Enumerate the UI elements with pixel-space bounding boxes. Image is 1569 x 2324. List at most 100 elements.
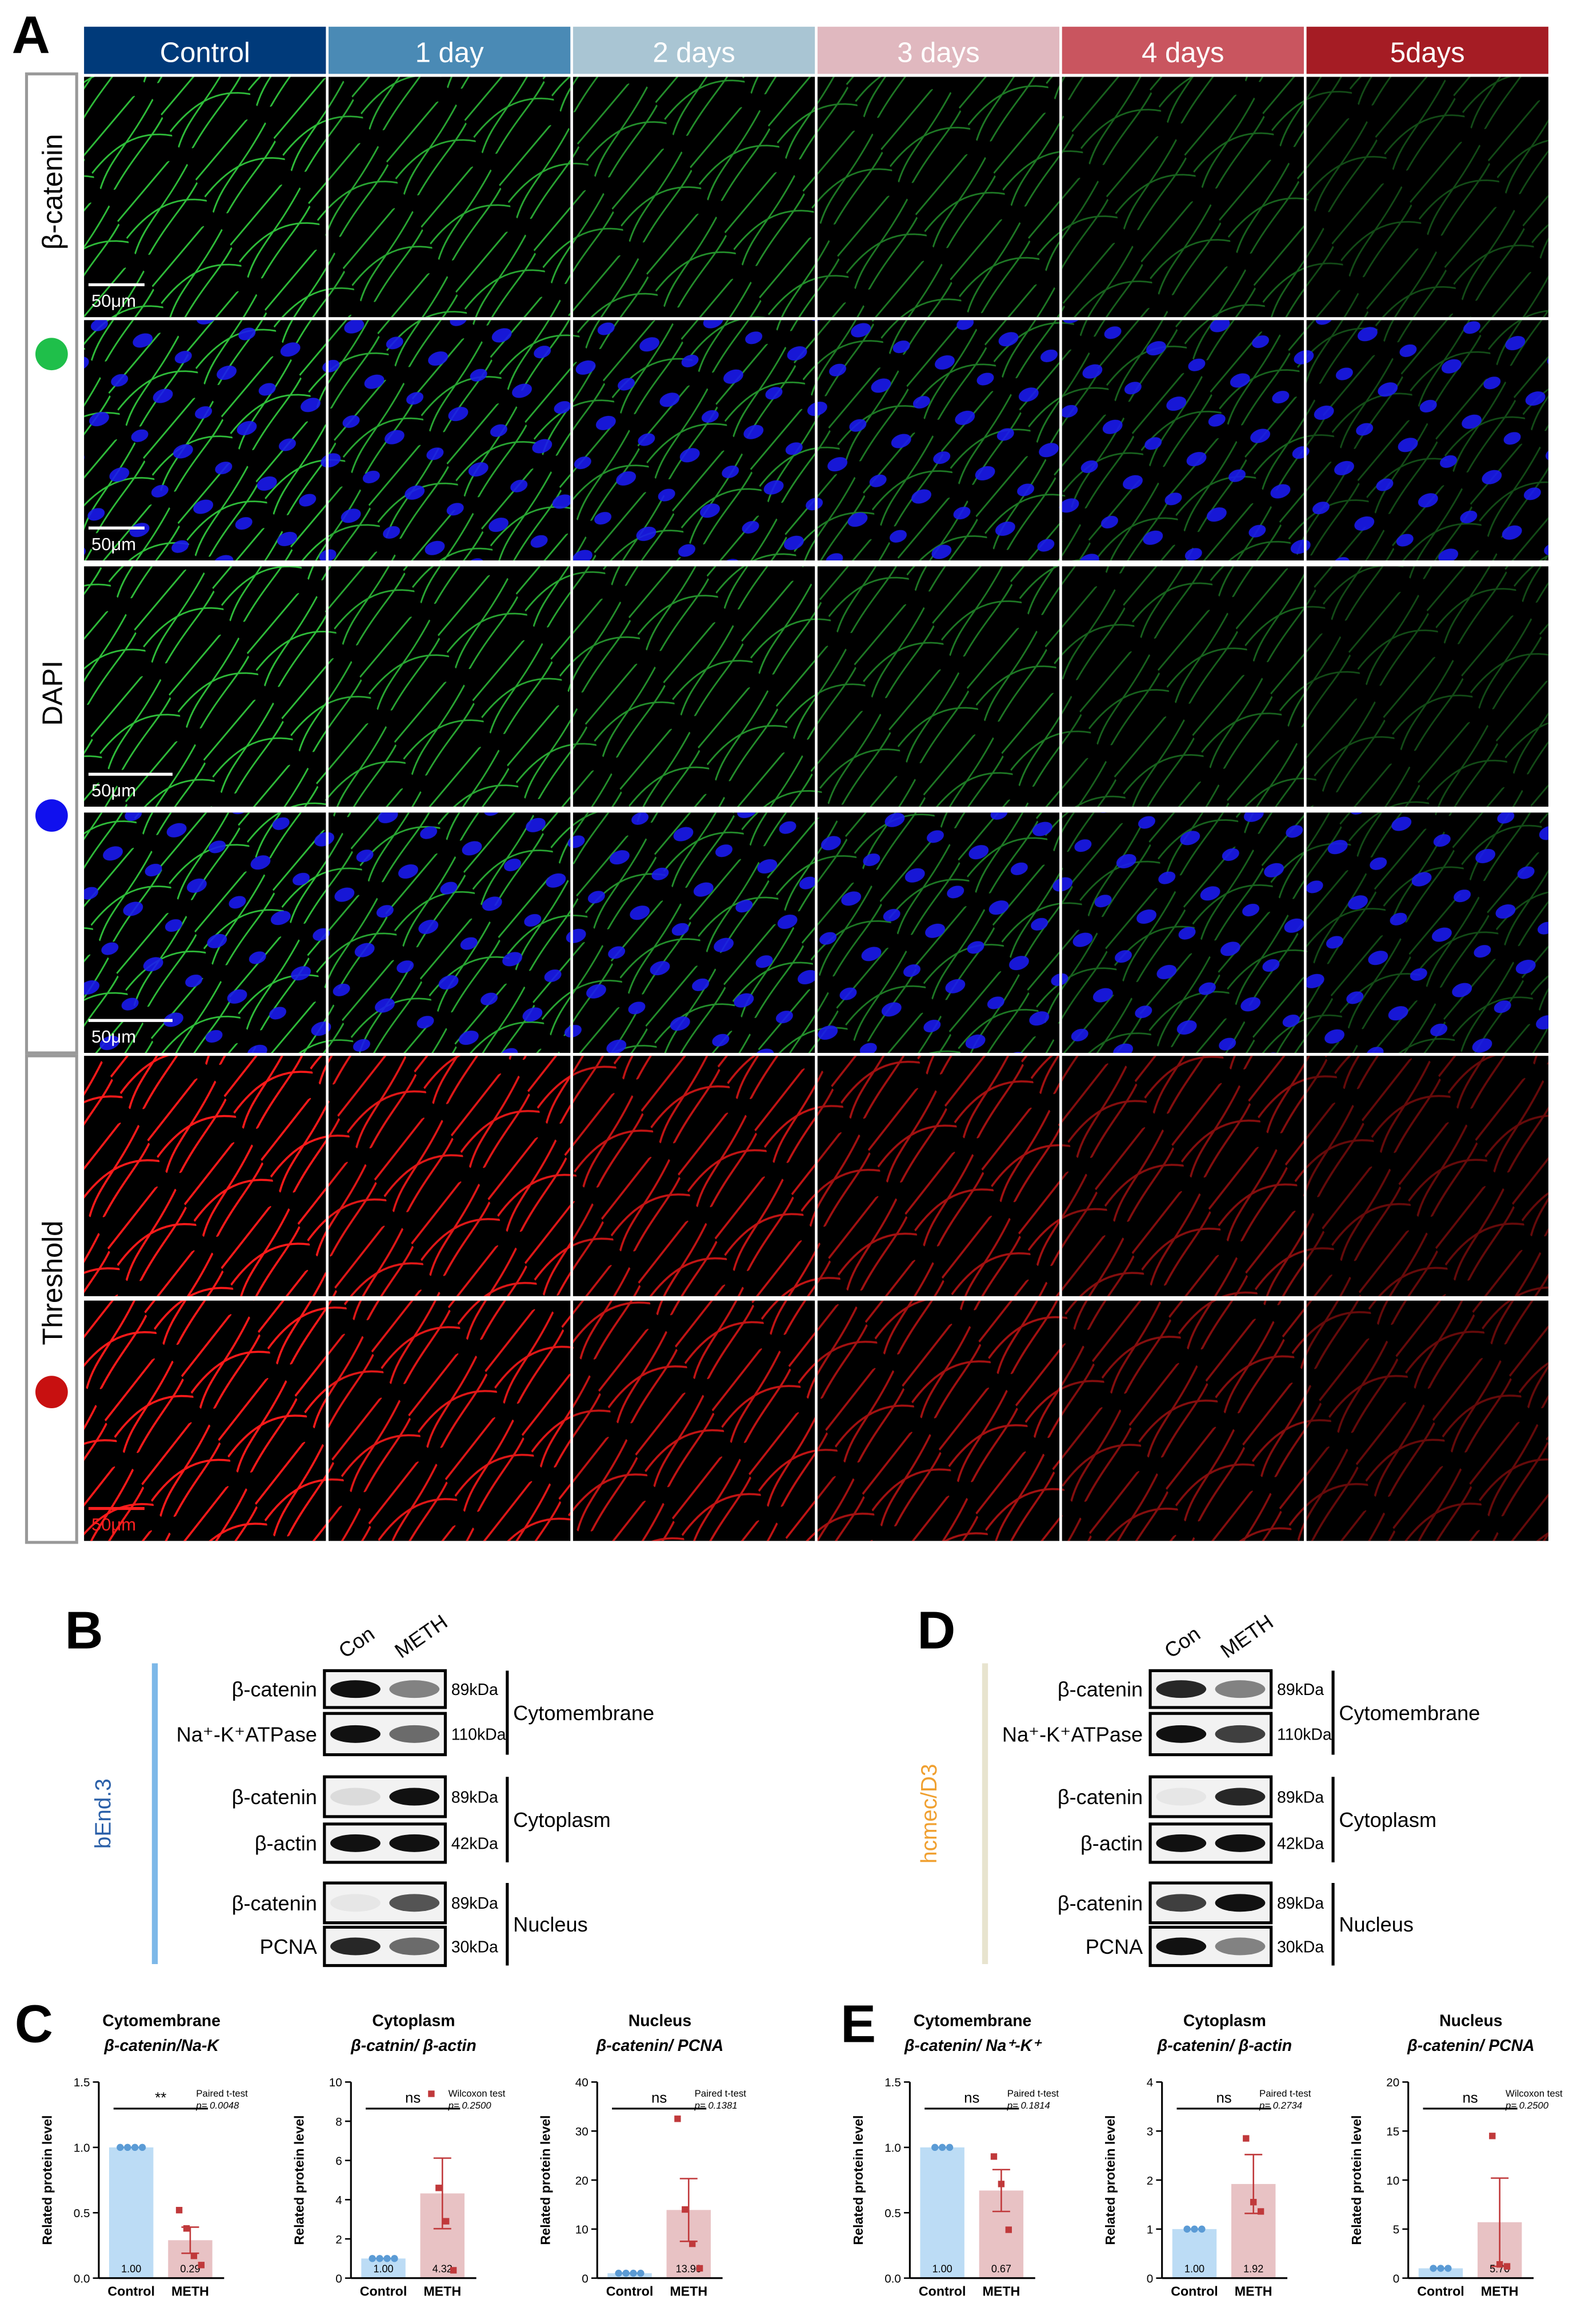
protein-label: β-catenin xyxy=(1058,1785,1143,1809)
data-point xyxy=(117,2143,124,2151)
data-point xyxy=(131,2143,139,2151)
data-point xyxy=(190,2253,198,2259)
chart-title: Cytomembrane xyxy=(102,2012,221,2030)
data-point xyxy=(1183,2225,1191,2233)
row-label: DAPI xyxy=(37,660,68,726)
beta-catenin-stain xyxy=(1062,77,1304,318)
y-tick-label: 2 xyxy=(1147,2174,1153,2187)
protein-label: β-catenin xyxy=(232,1785,317,1809)
band xyxy=(1215,1680,1266,1698)
y-tick-label: 40 xyxy=(575,2076,589,2089)
protein-label: β-actin xyxy=(255,1832,317,1855)
significance: ns xyxy=(964,2090,979,2106)
band xyxy=(389,1788,440,1806)
y-axis-label: Related protein level xyxy=(538,2115,553,2245)
column-header: 4 days xyxy=(1142,38,1224,69)
significance: ns xyxy=(405,2090,421,2106)
protein-label: β-catenin xyxy=(232,1678,317,1701)
panel-label: D xyxy=(917,1601,955,1660)
bar xyxy=(607,2273,652,2278)
data-point xyxy=(383,2255,391,2262)
y-tick-label: 4 xyxy=(1147,2076,1153,2089)
fraction-label: Cytoplasm xyxy=(1339,1808,1436,1832)
protein-label: PCNA xyxy=(260,1935,318,1958)
panel-label: C xyxy=(15,1994,53,2054)
stain-dot xyxy=(35,338,68,371)
data-point xyxy=(124,2143,131,2151)
p-value: p= 0.1814 xyxy=(1007,2100,1050,2111)
protein-label: β-catenin xyxy=(1058,1678,1143,1701)
x-tick-label: Control xyxy=(360,2284,407,2299)
value-label: 0.67 xyxy=(991,2263,1011,2274)
y-tick-label: 0.5 xyxy=(74,2207,90,2220)
band xyxy=(1156,1680,1207,1698)
dapi-stain xyxy=(573,320,815,561)
threshold-stain xyxy=(817,1300,1060,1541)
band xyxy=(330,1788,381,1806)
column-header-bg xyxy=(84,26,326,74)
y-tick-label: 1.5 xyxy=(884,2076,901,2089)
data-point xyxy=(391,2255,398,2262)
y-tick-label: 0 xyxy=(335,2272,342,2285)
data-point xyxy=(428,2090,435,2097)
beta-catenin-stain xyxy=(84,566,326,807)
y-tick-label: 0.0 xyxy=(74,2272,90,2285)
stain-dot xyxy=(35,799,68,832)
threshold-stain xyxy=(1062,1056,1304,1296)
data-point xyxy=(946,2143,954,2151)
beta-catenin-stain xyxy=(329,77,571,318)
threshold-stain xyxy=(817,1056,1060,1296)
chart-title: Nucleus xyxy=(629,2012,691,2030)
protein-label: β-catenin xyxy=(232,1892,317,1915)
fraction-label: Cytomembrane xyxy=(513,1701,654,1725)
band xyxy=(1156,1937,1207,1956)
lane-label: Con xyxy=(1160,1622,1204,1663)
p-value: p= 0.1381 xyxy=(694,2100,738,2111)
y-tick-label: 1.0 xyxy=(74,2142,90,2155)
threshold-stain xyxy=(1306,1056,1548,1296)
scale-bar-label: 50μm xyxy=(91,780,136,800)
data-point xyxy=(369,2255,376,2262)
dapi-stain xyxy=(329,812,571,1053)
size-label: 89kDa xyxy=(1277,1681,1324,1699)
data-point xyxy=(183,2225,190,2232)
protein-label: Na⁺-K⁺ATPase xyxy=(1002,1722,1143,1746)
data-point xyxy=(998,2181,1005,2187)
size-label: 89kDa xyxy=(1277,1788,1324,1806)
column-header: 5days xyxy=(1390,38,1465,69)
fraction-label: Cytoplasm xyxy=(513,1808,611,1832)
column-header-bg xyxy=(1062,26,1304,74)
value-label: 1.00 xyxy=(1184,2263,1204,2274)
y-tick-label: 0.0 xyxy=(884,2272,901,2285)
p-value: p= 0.2500 xyxy=(448,2100,492,2111)
data-point xyxy=(1496,2261,1503,2268)
band xyxy=(1215,1894,1266,1912)
y-axis-label: Related protein level xyxy=(39,2115,54,2245)
size-label: 89kDa xyxy=(451,1788,498,1806)
column-header: 1 day xyxy=(415,38,484,69)
value-label: 0.29 xyxy=(180,2263,200,2274)
protein-label: β-actin xyxy=(1080,1832,1143,1855)
column-header: Control xyxy=(160,38,250,69)
y-tick-label: 8 xyxy=(335,2115,342,2129)
data-point xyxy=(1444,2265,1452,2272)
data-point xyxy=(1243,2135,1250,2142)
y-tick-label: 0 xyxy=(1147,2272,1153,2285)
y-tick-label: 2 xyxy=(335,2233,342,2246)
data-point xyxy=(1503,2263,1511,2270)
scale-bar-label: 50μm xyxy=(91,1027,136,1047)
dapi-stain xyxy=(1062,320,1304,561)
data-point xyxy=(1191,2225,1198,2233)
y-tick-label: 5 xyxy=(1393,2223,1399,2237)
x-tick-label: Control xyxy=(1171,2284,1218,2299)
size-label: 89kDa xyxy=(451,1894,498,1913)
beta-catenin-stain xyxy=(573,77,815,318)
threshold-stain xyxy=(1306,1300,1548,1541)
data-point xyxy=(630,2269,637,2277)
row-label-box xyxy=(25,72,78,1055)
data-point xyxy=(435,2185,442,2191)
dapi-stain xyxy=(84,812,326,1053)
protein-label: PCNA xyxy=(1086,1935,1143,1958)
data-point xyxy=(1250,2198,1257,2206)
